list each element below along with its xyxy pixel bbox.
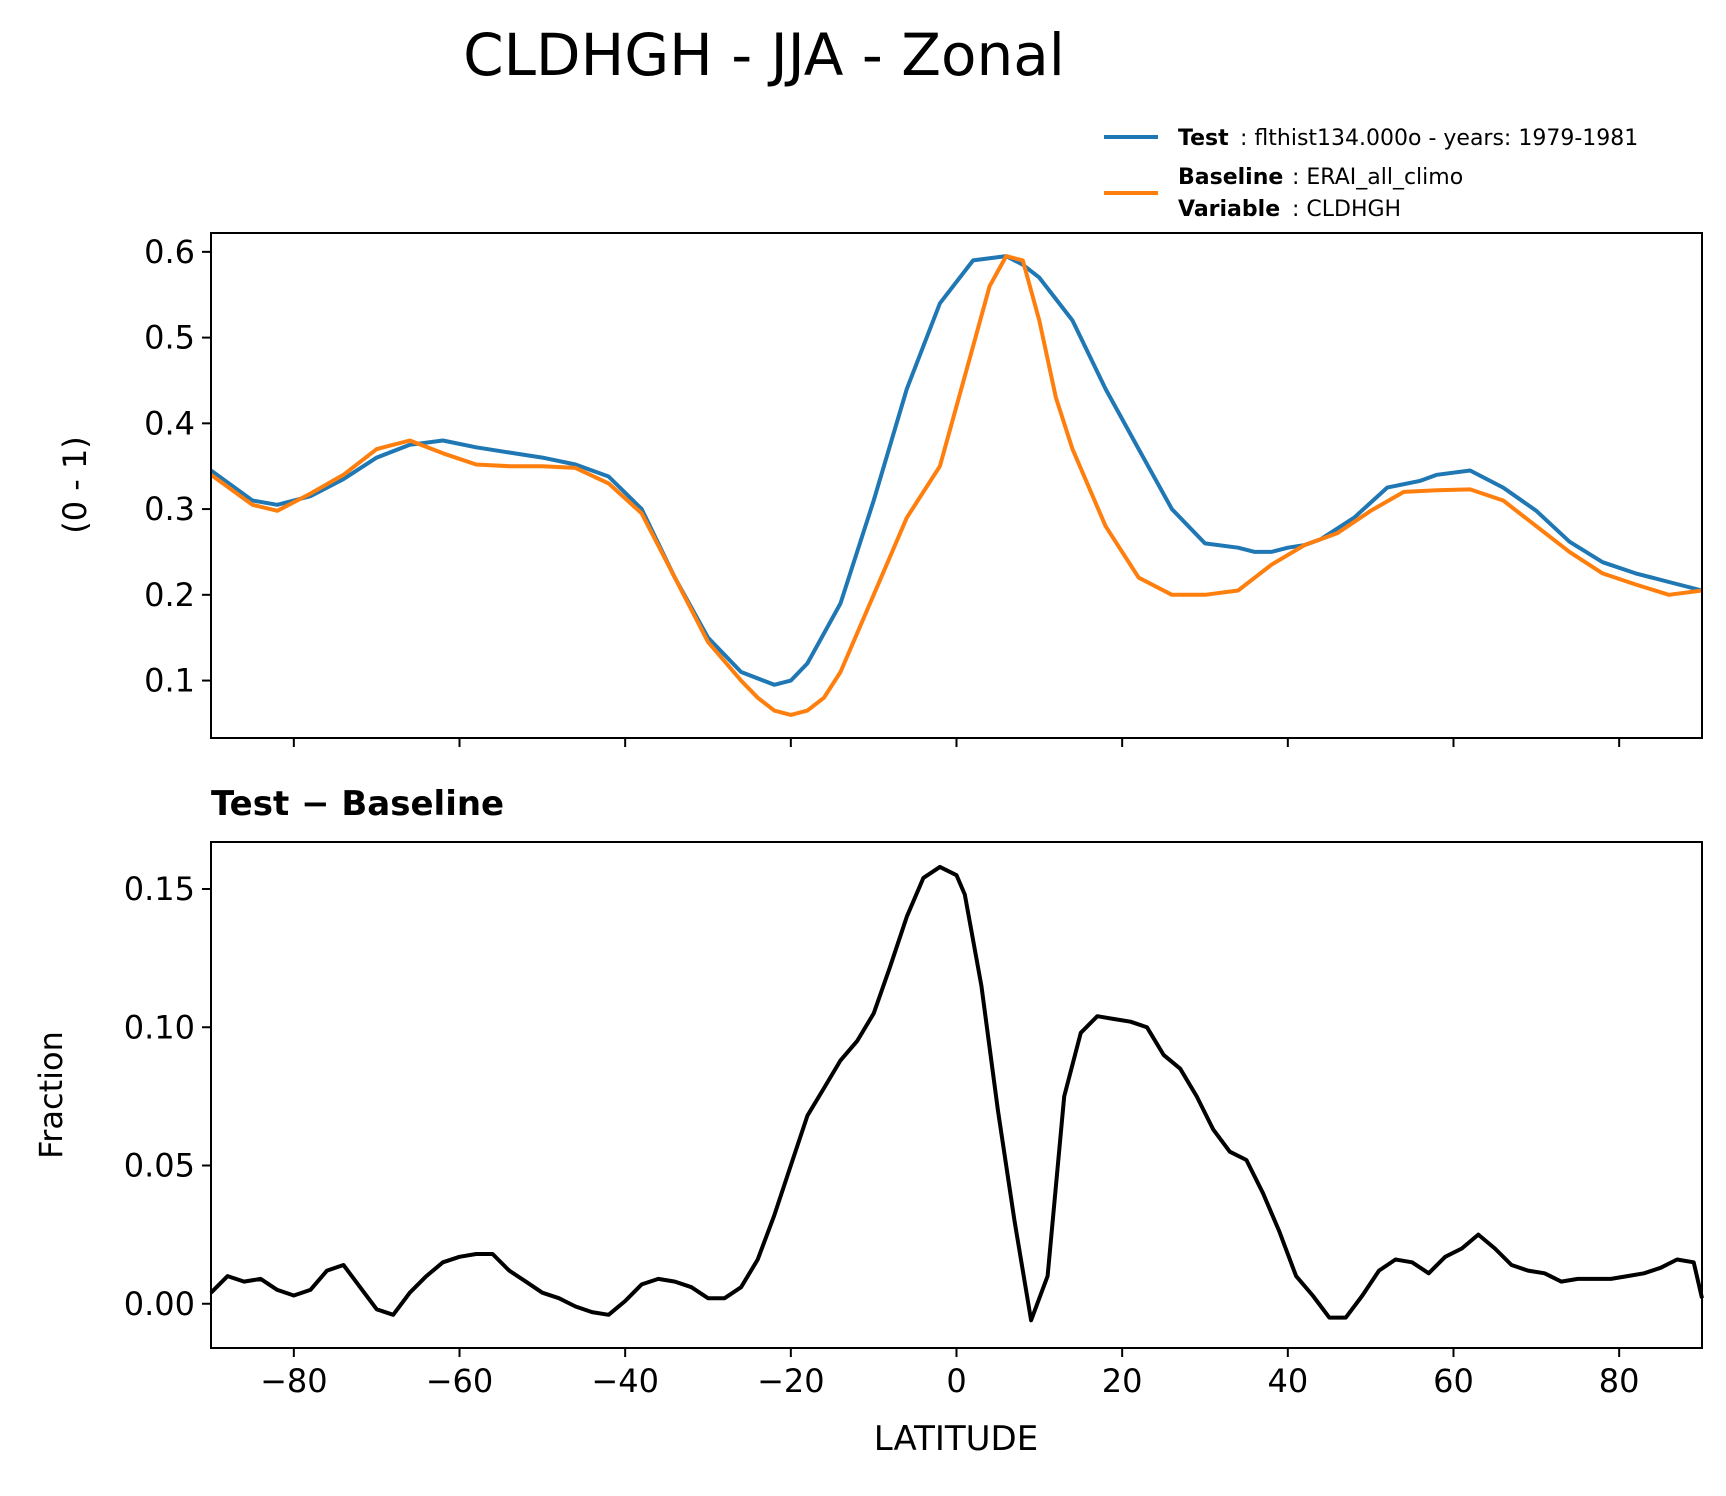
x-tick-label: 20 [1102, 1362, 1143, 1400]
legend-test-value: : flthist134.000o - years: 1979-1981 [1240, 126, 1638, 151]
bottom-x-axis: −80 −60 −40 −20 0 20 40 60 80 [260, 1348, 1640, 1400]
legend-variable-value: : CLDHGH [1292, 197, 1401, 222]
x-tick-label: −80 [260, 1362, 328, 1400]
top-plot-frame [210, 232, 1703, 739]
x-tick-label: −40 [591, 1362, 659, 1400]
y-tick-label: 0.4 [144, 404, 195, 442]
x-tick-label: 80 [1599, 1362, 1640, 1400]
top-x-ticks [292, 738, 1621, 747]
bottom-y-axis: 0.00 0.05 0.10 0.15 [124, 870, 211, 1323]
bottom-series-group [209, 864, 1704, 1323]
y-tick-label: 0.15 [124, 870, 195, 908]
top-panel: 0.1 0.2 0.3 0.4 0.5 0.6 (0 - 1) [56, 232, 1703, 747]
bottom-panel: Test − Baseline 0.000.050.100.15 −80 −60−… [32, 784, 1704, 1459]
difference-series-line [209, 864, 1704, 1323]
bottom-y-axis-label: Fraction [32, 1031, 70, 1159]
x-tick-label: −20 [757, 1362, 825, 1400]
legend-test-label: Test [1178, 126, 1229, 151]
legend-variable-label: Variable [1178, 197, 1280, 222]
y-tick-label: 0.6 [144, 233, 195, 271]
legend-baseline-value: : ERAI_all_climo [1292, 165, 1463, 190]
baseline-series-line [209, 254, 1703, 717]
x-tick-label: 40 [1267, 1362, 1308, 1400]
y-tick-label: 0.5 [144, 319, 195, 357]
test-series-line [209, 254, 1703, 687]
bottom-panel-title: Test − Baseline [211, 784, 504, 824]
y-tick-label: 0.10 [124, 1008, 195, 1046]
y-tick-label: 0.1 [144, 662, 195, 700]
x-axis-label: LATITUDE [874, 1419, 1038, 1459]
bottom-plot-frame [210, 841, 1703, 1349]
top-y-axis: 0.1 0.2 0.3 0.4 0.5 0.6 [144, 233, 211, 700]
x-tick-label: −60 [426, 1362, 494, 1400]
x-tick-label: 0 [946, 1362, 966, 1400]
y-tick-label: 0.00 [124, 1285, 195, 1323]
figure-title: CLDHGH - JJA - Zonal [463, 21, 1065, 89]
y-tick-label: 0.2 [144, 576, 195, 614]
top-series-group [209, 254, 1703, 717]
y-tick-label: 0.3 [144, 490, 195, 528]
legend: Test : flthist134.000o - years: 1979-198… [1104, 126, 1638, 222]
top-y-axis-label: (0 - 1) [56, 436, 94, 534]
y-tick-label: 0.05 [124, 1147, 195, 1185]
x-tick-label: 60 [1433, 1362, 1474, 1400]
legend-baseline-label: Baseline [1178, 165, 1283, 190]
